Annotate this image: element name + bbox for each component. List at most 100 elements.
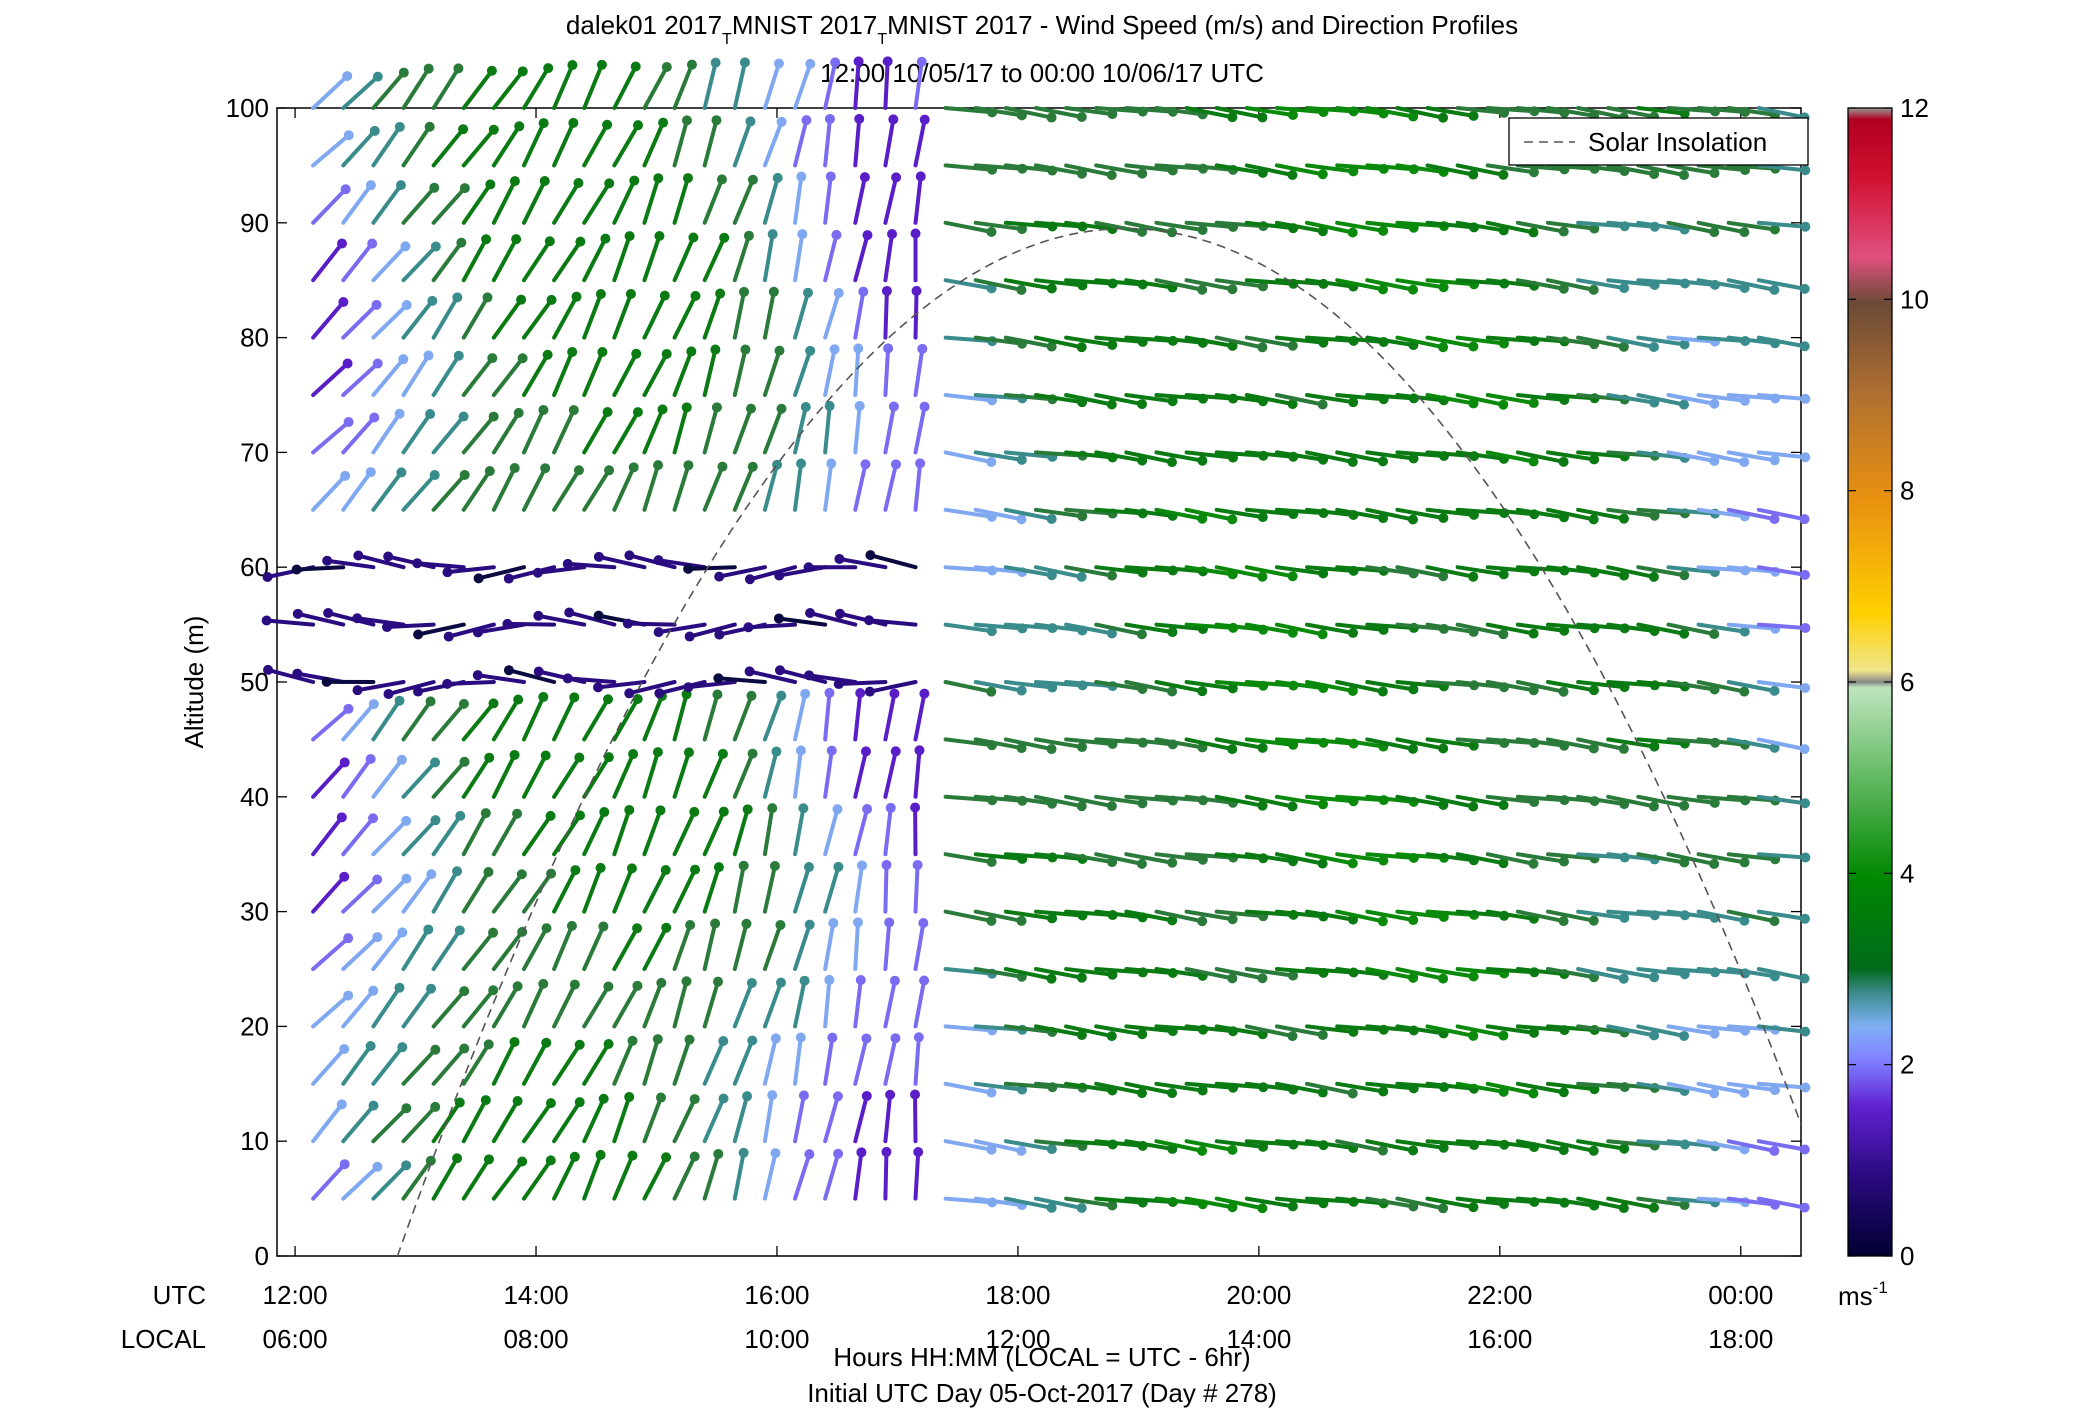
wind-barb-shaft xyxy=(1546,737,1596,751)
wind-barb-shaft xyxy=(415,561,466,570)
wind-barb-shaft xyxy=(1033,1024,1084,1038)
wind-barb-shaft xyxy=(973,1139,1024,1153)
wind-barb-shaft xyxy=(1214,565,1265,579)
wind-barb-shaft xyxy=(1033,967,1084,980)
wind-barb-shaft xyxy=(1576,393,1627,402)
wind-barb-shaft xyxy=(461,869,491,914)
wind-barb-shaft xyxy=(326,610,376,627)
wind-barb-head xyxy=(571,291,582,302)
wind-barb-head xyxy=(426,983,437,994)
wind-barb-head xyxy=(626,863,637,874)
wind-barb-shaft xyxy=(883,117,896,168)
wind-barb-shaft xyxy=(596,554,647,570)
wind-barb-head xyxy=(562,558,573,569)
wind-barb-head xyxy=(1558,1145,1569,1156)
wind-barb-shaft xyxy=(1485,507,1537,517)
wind-barb-head xyxy=(767,803,778,814)
wind-barb-shaft xyxy=(1485,450,1536,464)
wind-barb-head xyxy=(1107,1200,1118,1211)
wind-barb-shaft xyxy=(853,1150,864,1201)
wind-barb-shaft xyxy=(1244,1024,1295,1039)
wind-barb-shaft xyxy=(1395,565,1446,579)
wind-barb-head xyxy=(1287,1031,1298,1042)
wind-barb-shaft xyxy=(1636,1024,1687,1038)
wind-barb-shaft xyxy=(1335,335,1386,345)
wind-barb-shaft xyxy=(943,794,995,803)
wind-barb-head xyxy=(1618,743,1629,754)
wind-barb-head xyxy=(1317,629,1328,640)
wind-barb-shaft xyxy=(1274,565,1326,576)
wind-barb-shaft xyxy=(1726,1081,1777,1093)
wind-barb-head xyxy=(1257,112,1268,123)
wind-barb-shaft xyxy=(823,232,839,283)
wind-barb-shaft xyxy=(401,818,438,857)
wind-barb-head xyxy=(1799,514,1810,525)
wind-barb-shaft xyxy=(341,1103,376,1144)
wind-barb-shaft xyxy=(642,176,661,225)
wind-barb-head xyxy=(1317,1029,1328,1040)
wind-barb-shaft xyxy=(491,984,520,1029)
wind-barb-shaft xyxy=(491,356,525,397)
wind-barb-shaft xyxy=(1546,450,1597,462)
wind-barb-head xyxy=(1709,797,1720,808)
wind-barb-head xyxy=(861,1033,872,1044)
wind-barb-shaft xyxy=(1154,852,1205,862)
wind-barb-head xyxy=(799,975,810,986)
wind-barb-head xyxy=(767,229,778,240)
wind-barb-shaft xyxy=(883,231,895,283)
wind-barb-head xyxy=(655,805,666,816)
wind-barb-shaft xyxy=(552,120,576,168)
wind-barb-head xyxy=(599,807,610,818)
wind-barb-head xyxy=(890,746,901,757)
wind-barb-shaft xyxy=(431,759,467,799)
wind-barb-shaft xyxy=(1305,794,1356,804)
wind-barb-shaft xyxy=(1696,220,1747,235)
wind-barb-head xyxy=(919,114,930,125)
wind-barb-head xyxy=(459,986,470,997)
wind-barb-shaft xyxy=(311,133,351,168)
wind-barb-shaft xyxy=(371,818,409,857)
wind-barb-shaft xyxy=(1696,622,1747,634)
wind-barb-shaft xyxy=(823,690,832,742)
wind-barb-shaft xyxy=(371,470,404,512)
wind-barb-shaft xyxy=(536,613,587,627)
wind-barb-shaft xyxy=(1033,565,1084,579)
wind-barb-head xyxy=(1528,456,1539,467)
wind-barb-head xyxy=(690,290,701,301)
wind-barb-head xyxy=(683,460,694,471)
wind-barb-head xyxy=(767,1090,778,1101)
wind-barb-head xyxy=(881,285,892,296)
colorbar-tick-label: 10 xyxy=(1900,284,1929,314)
wind-barb-head xyxy=(452,866,463,877)
wind-barb-shaft xyxy=(1756,278,1807,291)
wind-barb-shaft xyxy=(672,405,689,455)
wind-barb-head xyxy=(401,1160,412,1171)
wind-barb-head xyxy=(336,238,347,249)
wind-barb-shaft xyxy=(762,1151,778,1201)
wind-barb-head xyxy=(1619,1143,1630,1154)
wind-barb-shaft xyxy=(1726,852,1778,862)
wind-barb-shaft xyxy=(1184,335,1235,348)
wind-barb-shaft xyxy=(1666,565,1717,575)
wind-barb-shaft xyxy=(1305,622,1355,635)
wind-barb-head xyxy=(747,174,758,185)
wind-barb-head xyxy=(825,171,836,182)
wind-barb-shaft xyxy=(1335,680,1385,694)
wind-barb-shaft xyxy=(341,302,379,340)
wind-barb-shaft xyxy=(1214,163,1265,175)
wind-barb-shaft xyxy=(1154,622,1205,632)
wind-barb-head xyxy=(1408,972,1419,983)
wind-barb-shaft xyxy=(431,701,466,742)
wind-barb-head xyxy=(1769,916,1780,927)
wind-barb-shaft xyxy=(1636,565,1687,578)
wind-barb-shaft xyxy=(762,922,783,971)
wind-barb-shaft xyxy=(1636,1196,1687,1208)
wind-barb-shaft xyxy=(1094,909,1145,920)
wind-barb-head xyxy=(533,610,544,621)
wind-barb-head xyxy=(482,292,493,303)
wind-barb-shaft xyxy=(1094,335,1145,344)
wind-barb-shaft xyxy=(732,693,754,742)
wind-barb-shaft xyxy=(1425,967,1476,979)
y-tick-label: 70 xyxy=(240,437,269,467)
wind-barb-shaft xyxy=(1064,1081,1115,1093)
